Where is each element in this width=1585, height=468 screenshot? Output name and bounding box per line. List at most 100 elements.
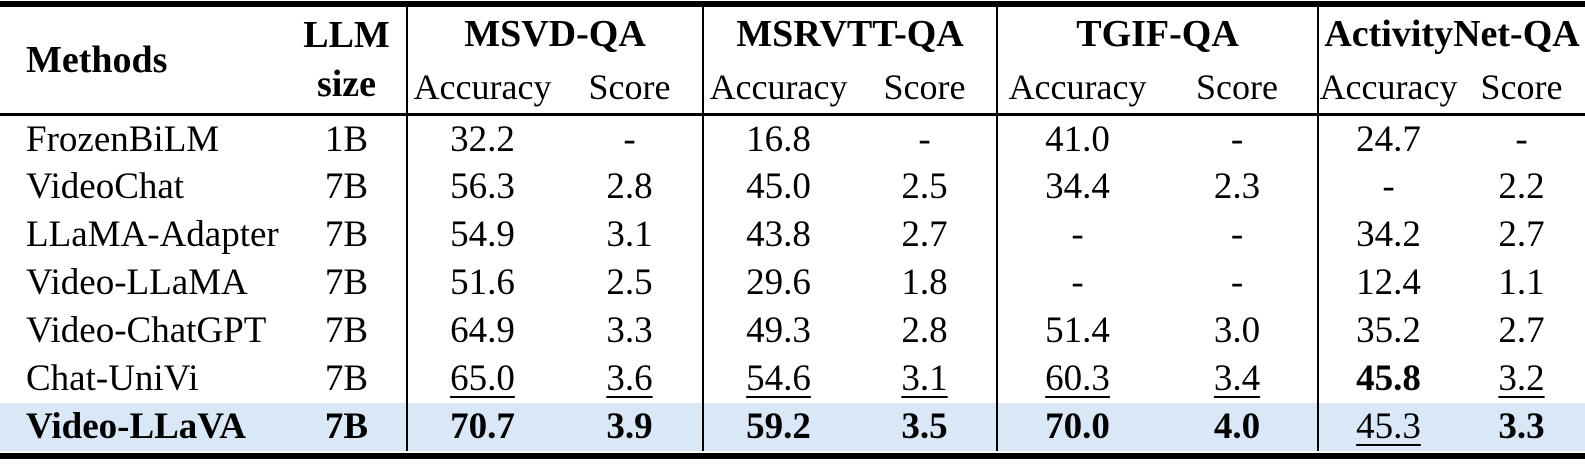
cell-value: 49.3 (746, 310, 811, 351)
bottom-rule (0, 452, 1585, 459)
cell-value: 3.3 (1458, 402, 1585, 451)
col-header-msrvtt-score: Score (853, 61, 999, 115)
cell-value: 45.0 (746, 166, 811, 207)
cell-value: 1.1 (1498, 262, 1545, 303)
cell-method: VideoChat (26, 166, 185, 207)
cell-value: 3.4 (1157, 354, 1320, 403)
cell-value: - (1071, 214, 1084, 255)
table-row: Video-ChatGPT 7B 64.9 3.3 49.3 2.8 51.4 3.0 35.2… (0, 306, 1585, 355)
llm-size-line1: LLM (303, 13, 390, 56)
cell-value: 43.8 (746, 214, 811, 255)
cell-value: 51.6 (450, 262, 515, 303)
cell-method: Video-ChatGPT (26, 310, 267, 351)
cell-value: 41.0 (997, 113, 1158, 163)
col-header-tgif-score: Score (1157, 61, 1320, 115)
cell-value: - (1458, 113, 1585, 163)
table-row: LLaMA-Adapter 7B 54.9 3.1 43.8 2.7- -34.2 2.7 (0, 210, 1585, 259)
cell-llm-size: 7B (287, 210, 408, 259)
cell-value: 2.5 (853, 162, 999, 211)
cell-value: - (557, 113, 705, 163)
cell-value: 2.8 (853, 306, 999, 355)
col-header-msrvtt-accuracy: Accuracy (709, 67, 848, 107)
cell-llm-size: 7B (287, 258, 408, 307)
col-header-llm-size: LLM size (287, 4, 408, 115)
table-header: Methods LLM size MSVD-QA MSRVTT-QA TGIF-… (0, 4, 1585, 115)
col-header-activitynet-score: Score (1480, 67, 1563, 107)
llm-size-line2: size (316, 63, 377, 105)
cell-value: 3.9 (557, 402, 705, 451)
cell-value: 4.0 (1157, 402, 1320, 451)
col-header-tgif-accuracy: Accuracy (1008, 67, 1147, 107)
cell-value: - (1157, 113, 1320, 163)
cell-method: LLaMA-Adapter (26, 214, 279, 255)
col-group-msrvtt-qa: MSRVTT-QA (703, 4, 999, 61)
table-row: VideoChat 7B 56.3 2.8 45.0 2.5 34.4 2.3 - 2.2 (0, 162, 1585, 211)
col-group-activitynet-qa: ActivityNet-QA (1324, 13, 1580, 55)
col-header-msvd-accuracy: Accuracy (413, 67, 552, 107)
cell-value: 3.0 (1157, 306, 1320, 355)
cell-value: - (1157, 210, 1320, 259)
cell-value: 45.3 (1318, 402, 1459, 451)
table-row: Video-LLaVA 7B 70.7 3.9 59.2 3.5 70.0 4.0 45.3 3.… (0, 402, 1585, 451)
cell-value: 2.7 (1498, 214, 1545, 255)
header-group-row: Methods LLM size MSVD-QA MSRVTT-QA TGIF-… (0, 4, 1585, 115)
cell-value: 16.8 (703, 113, 854, 163)
benchmark-table: Methods LLM size MSVD-QA MSRVTT-QA TGIF-… (0, 1, 1585, 451)
cell-value: 56.3 (450, 166, 515, 207)
cell-value: 51.4 (1045, 310, 1110, 351)
cell-value: - (1382, 166, 1395, 207)
col-header-methods: Methods (26, 39, 168, 81)
cell-method: Video-LLaVA (0, 402, 287, 451)
cell-value: 45.8 (1356, 358, 1421, 399)
cell-llm-size: 1B (287, 113, 408, 163)
cell-value: 70.0 (997, 402, 1158, 451)
table-body: FrozenBiLM 1B 32.2-16.8-41.0-24.7- VideoCha… (0, 113, 1585, 451)
header-sub-row: Accuracy Score Accuracy Score Accuracy S… (0, 61, 1585, 115)
cell-value: 60.3 (1045, 358, 1110, 399)
cell-method: FrozenBiLM (0, 113, 287, 163)
cell-value: 24.7 (1318, 113, 1459, 163)
col-header-activitynet-accuracy: Accuracy (1319, 67, 1458, 107)
cell-value: 3.5 (853, 402, 999, 451)
cell-value: 2.2 (1498, 166, 1545, 207)
cell-value: 70.7 (407, 402, 557, 451)
cell-value: 29.6 (746, 262, 811, 303)
cell-value: 2.5 (557, 258, 705, 307)
cell-value: 34.2 (1356, 214, 1421, 255)
cell-value: 59.2 (703, 402, 854, 451)
cell-method: Video-LLaMA (26, 262, 248, 303)
cell-value: 32.2 (407, 113, 557, 163)
cell-value: 3.3 (557, 306, 705, 355)
cell-value: 65.0 (450, 358, 515, 399)
col-group-msvd-qa: MSVD-QA (407, 4, 705, 61)
cell-value: - (1157, 258, 1320, 307)
cell-llm-size: 7B (287, 306, 408, 355)
cell-method: Chat-UniVi (26, 358, 199, 399)
cell-value: 3.1 (853, 354, 999, 403)
cell-value: 2.7 (853, 210, 999, 259)
col-header-msvd-score: Score (557, 61, 705, 115)
cell-value: - (1071, 262, 1084, 303)
cell-value: 3.2 (1498, 358, 1545, 399)
cell-value: 3.6 (557, 354, 705, 403)
table-row: FrozenBiLM 1B 32.2-16.8-41.0-24.7- (0, 113, 1585, 163)
cell-llm-size: 7B (287, 162, 408, 211)
col-group-tgif-qa: TGIF-QA (997, 4, 1320, 61)
table-row: Video-LLaMA 7B 51.6 2.5 29.6 1.8- -12.4 1.1 (0, 258, 1585, 307)
cell-value: 64.9 (450, 310, 515, 351)
cell-llm-size: 7B (287, 402, 408, 451)
cell-value: 54.6 (746, 358, 811, 399)
cell-llm-size: 7B (287, 354, 408, 403)
cell-value: 34.4 (1045, 166, 1110, 207)
cell-value: 54.9 (450, 214, 515, 255)
cell-value: 1.8 (853, 258, 999, 307)
cell-value: 2.7 (1498, 310, 1545, 351)
cell-value: - (853, 113, 999, 163)
cell-value: 2.8 (557, 162, 705, 211)
cell-value: 2.3 (1157, 162, 1320, 211)
cell-value: 3.1 (557, 210, 705, 259)
cell-value: 12.4 (1356, 262, 1421, 303)
cell-value: 35.2 (1356, 310, 1421, 351)
table-row: Chat-UniVi 7B 65.0 3.6 54.6 3.1 60.3 3.4 45.8 3.2 (0, 354, 1585, 403)
